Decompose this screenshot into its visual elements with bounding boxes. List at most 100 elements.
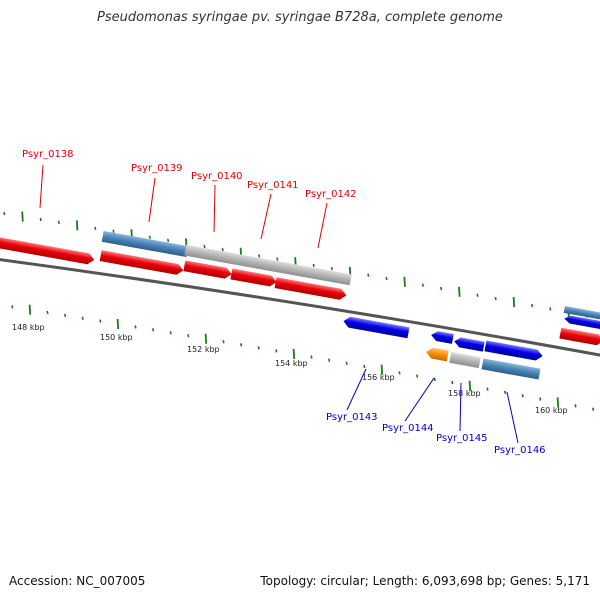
gene-label[interactable]: Psyr_0145: [436, 433, 488, 444]
gene-arrow[interactable]: [430, 330, 454, 344]
feature-shape[interactable]: [484, 340, 543, 361]
tick-marks-lower: [11, 304, 595, 411]
gene-arrow[interactable]: [343, 316, 410, 339]
gene-arrow[interactable]: [183, 260, 232, 279]
gene-label[interactable]: Psyr_0146: [494, 445, 546, 456]
gene-arrow[interactable]: [453, 336, 485, 352]
tick-mark: [345, 361, 348, 365]
feature-track: [0, 230, 600, 380]
tick-mark: [152, 328, 155, 332]
tick-mark: [64, 313, 67, 318]
feature-shape[interactable]: [563, 306, 600, 320]
tick-mark: [81, 316, 84, 320]
gene-labels: Psyr_0138 Psyr_0139 Psyr_0140 Psyr_0141 Psyr…: [22, 149, 546, 456]
tick-mark: [187, 334, 190, 338]
feature-shape[interactable]: [274, 277, 348, 301]
gene-arrow[interactable]: [484, 340, 543, 361]
gene-label[interactable]: Psyr_0141: [247, 180, 299, 191]
leader-line: [39, 164, 44, 209]
gene-arrow[interactable]: [99, 250, 185, 276]
map-title: Pseudomonas syringae pv. syringae B728a,…: [97, 10, 503, 25]
tick-mark: [398, 371, 401, 375]
tick-mark: [28, 304, 32, 315]
tick-mark: [94, 226, 97, 230]
tick-mark: [574, 404, 577, 408]
tick-mark: [310, 355, 313, 359]
leader-line: [506, 391, 519, 444]
feature-shape[interactable]: [481, 358, 541, 380]
tick-mark: [3, 211, 6, 216]
tick-mark: [328, 358, 331, 362]
tick-mark: [512, 297, 516, 308]
feature-shape[interactable]: [343, 316, 410, 339]
tick-mark: [549, 307, 552, 311]
feature-shape[interactable]: [99, 250, 185, 276]
gene-arrow[interactable]: [230, 268, 277, 288]
tick-mark: [204, 333, 208, 344]
tick-mark: [276, 257, 279, 261]
feature-shape[interactable]: [559, 327, 600, 347]
tick-mark: [112, 229, 115, 233]
cds-feature[interactable]: [563, 306, 600, 320]
gene-label[interactable]: Psyr_0140: [191, 171, 243, 182]
tick-mark: [46, 310, 49, 315]
cds-feature[interactable]: [449, 351, 481, 369]
tick-mark: [521, 394, 524, 398]
feature-shape[interactable]: [430, 330, 454, 344]
tick-mark: [385, 276, 388, 281]
feature-shape[interactable]: [449, 351, 481, 369]
tick-mark: [476, 293, 479, 297]
genome-backbone: [0, 258, 600, 357]
tick-mark: [504, 390, 507, 395]
feature-shape[interactable]: [453, 336, 485, 352]
tick-mark: [39, 217, 42, 222]
tick-mark: [240, 343, 243, 347]
feature-shape[interactable]: [101, 230, 189, 258]
tick-mark: [486, 387, 489, 391]
scale-label: 148 kbp: [12, 323, 45, 332]
gene-arrow[interactable]: [564, 315, 600, 330]
leader-line: [459, 382, 462, 432]
leader-line: [148, 177, 156, 223]
tick-mark: [556, 397, 560, 408]
scale-label: 152 kbp: [187, 345, 220, 354]
tick-mark: [592, 407, 595, 411]
gene-arrow[interactable]: [274, 277, 348, 301]
tick-mark: [451, 380, 454, 385]
gene-label[interactable]: Psyr_0139: [131, 163, 183, 174]
gene-arrow[interactable]: [0, 236, 95, 266]
gene-arrow[interactable]: [559, 327, 600, 347]
tick-mark: [367, 273, 370, 277]
gene-label[interactable]: Psyr_0144: [382, 423, 434, 434]
feature-shape[interactable]: [230, 268, 277, 288]
gene-label[interactable]: Psyr_0143: [326, 412, 378, 423]
tick-mark: [421, 283, 424, 287]
cds-feature[interactable]: [184, 244, 352, 286]
feature-shape[interactable]: [184, 244, 352, 286]
feature-shape[interactable]: [0, 236, 95, 266]
tick-mark: [258, 254, 261, 258]
tick-mark: [458, 286, 461, 297]
leader-line: [404, 377, 435, 422]
scale-label: 160 kbp: [535, 406, 568, 415]
tick-mark: [169, 331, 172, 335]
leader-line: [213, 184, 216, 233]
cds-feature[interactable]: [101, 230, 189, 258]
feature-shape[interactable]: [183, 260, 232, 279]
tick-mark: [221, 247, 224, 252]
tick-mark: [99, 319, 102, 323]
scale-label: 154 kbp: [275, 359, 308, 368]
gene-label[interactable]: Psyr_0138: [22, 149, 74, 160]
cds-feature[interactable]: [481, 358, 541, 380]
gene-label[interactable]: Psyr_0142: [305, 189, 357, 200]
topology-text: Topology: circular; Length: 6,093,698 bp…: [260, 574, 590, 588]
feature-shape[interactable]: [425, 347, 449, 362]
tick-mark: [494, 296, 497, 301]
tick-mark: [275, 349, 278, 353]
tick-mark: [203, 244, 206, 249]
tick-mark: [257, 346, 260, 350]
tick-mark: [416, 374, 419, 378]
gene-arrow[interactable]: [425, 347, 449, 362]
feature-shape[interactable]: [564, 315, 600, 330]
